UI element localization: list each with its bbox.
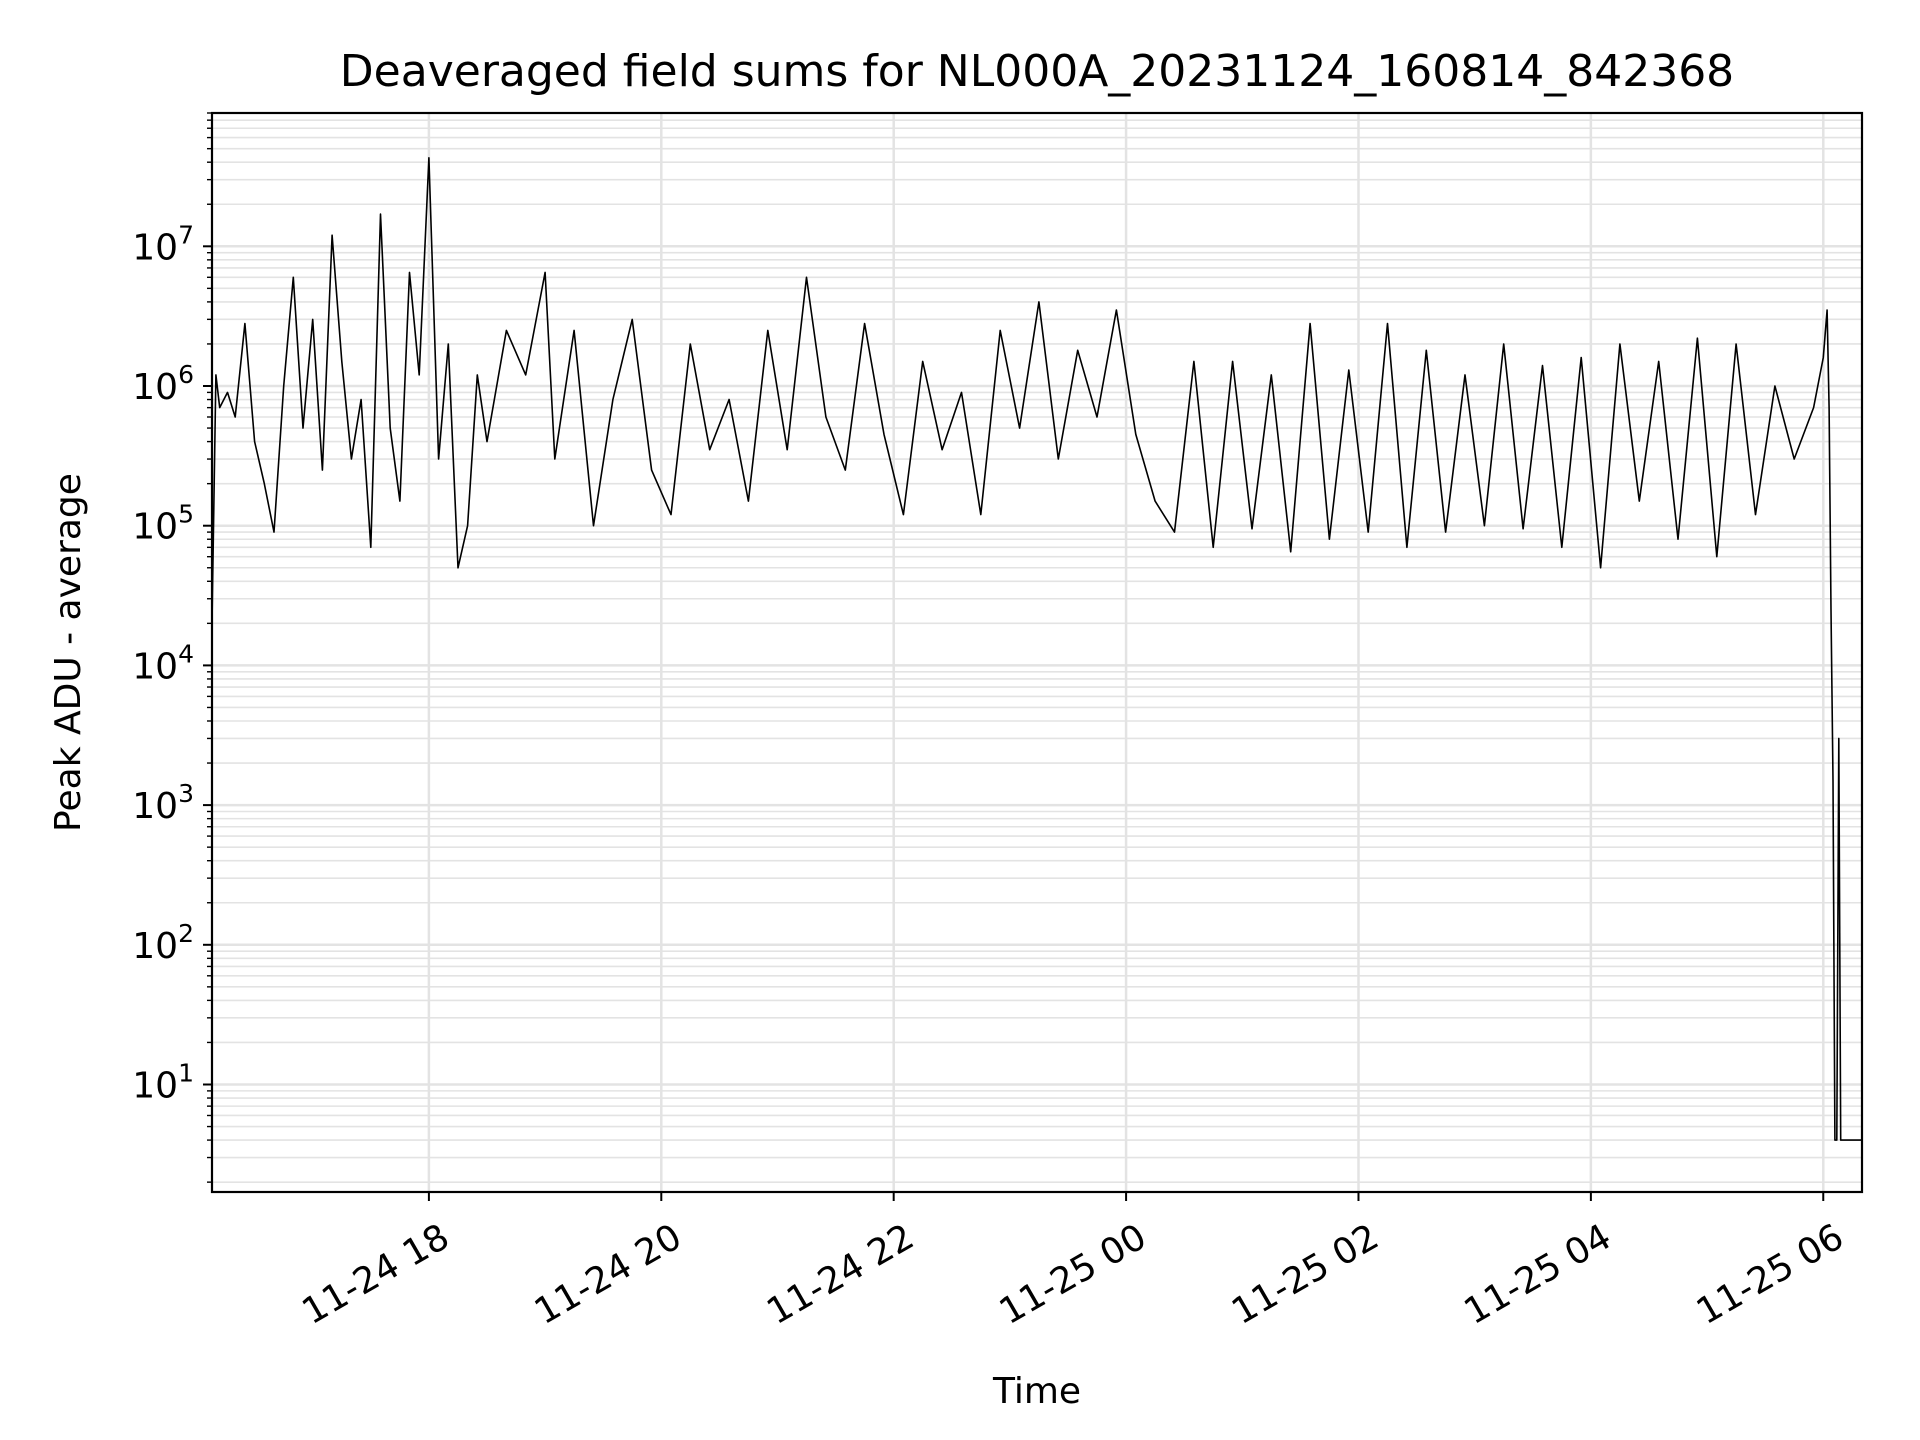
chart-title: Deaveraged field sums for NL000A_2023112… xyxy=(340,46,1734,97)
y-tick-label: 107 xyxy=(132,220,194,268)
y-axis-label: Peak ADU - average xyxy=(48,473,89,832)
tick-layer xyxy=(203,112,1825,1201)
y-tick-label: 103 xyxy=(132,779,194,827)
y-tick-label: 106 xyxy=(132,360,194,408)
grid-layer xyxy=(212,112,1862,1192)
series-layer xyxy=(211,157,1862,1141)
series-line xyxy=(211,157,1862,1141)
plot-frame xyxy=(210,111,1864,1194)
y-tick-label: 104 xyxy=(132,639,194,687)
x-axis-label: Time xyxy=(992,1371,1081,1412)
y-tick-label: 102 xyxy=(132,919,194,967)
y-tick-label: 101 xyxy=(132,1058,194,1106)
y-tick-label: 105 xyxy=(132,500,194,548)
